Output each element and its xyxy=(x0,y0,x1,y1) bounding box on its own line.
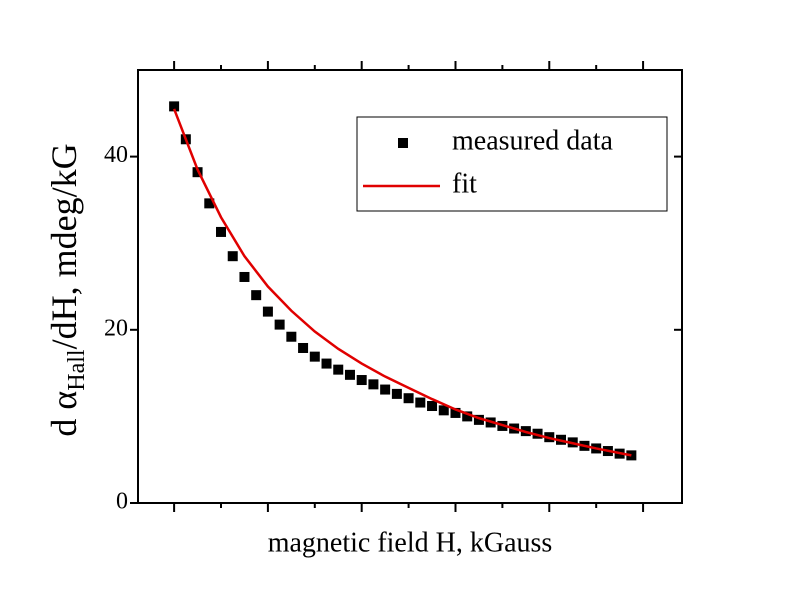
data-point xyxy=(204,198,215,209)
data-point xyxy=(450,407,461,418)
data-point xyxy=(427,401,438,412)
y-label-sub: Hall xyxy=(64,349,90,391)
data-point xyxy=(321,358,332,369)
data-point xyxy=(403,393,414,404)
data-point xyxy=(251,290,262,301)
plot-frame xyxy=(137,69,683,504)
y-label-main: d α xyxy=(44,391,84,437)
y-axis-label: d αHall/dH, mdeg/kG xyxy=(44,143,89,436)
legend-box xyxy=(356,116,668,212)
data-point xyxy=(380,384,391,395)
data-point xyxy=(532,428,543,439)
legend-marker xyxy=(398,138,408,148)
data-point xyxy=(216,226,227,237)
data-point xyxy=(415,397,426,408)
data-point xyxy=(391,388,402,399)
legend-label: fit xyxy=(452,168,477,199)
fit-line xyxy=(172,108,632,457)
y-tick-label: 0 xyxy=(116,489,128,515)
data-point xyxy=(169,101,180,112)
data-point xyxy=(309,351,320,362)
data-point xyxy=(298,342,309,353)
data-point xyxy=(438,405,449,416)
data-point xyxy=(462,411,473,422)
data-point xyxy=(286,331,297,342)
data-point xyxy=(262,306,273,317)
data-point xyxy=(227,251,238,262)
data-point xyxy=(239,271,250,282)
data-point xyxy=(333,364,344,375)
data-point xyxy=(356,375,367,386)
y-tick-label: 40 xyxy=(104,142,128,168)
data-point xyxy=(274,319,285,330)
x-axis-label: magnetic field H, kGauss xyxy=(268,527,553,558)
y-tick-label: 20 xyxy=(104,315,128,341)
data-point xyxy=(344,369,355,380)
y-label-rest: /dH, mdeg/kG xyxy=(44,143,84,349)
data-point xyxy=(368,379,379,390)
legend-label: measured data xyxy=(452,125,613,156)
data-point xyxy=(473,414,484,425)
